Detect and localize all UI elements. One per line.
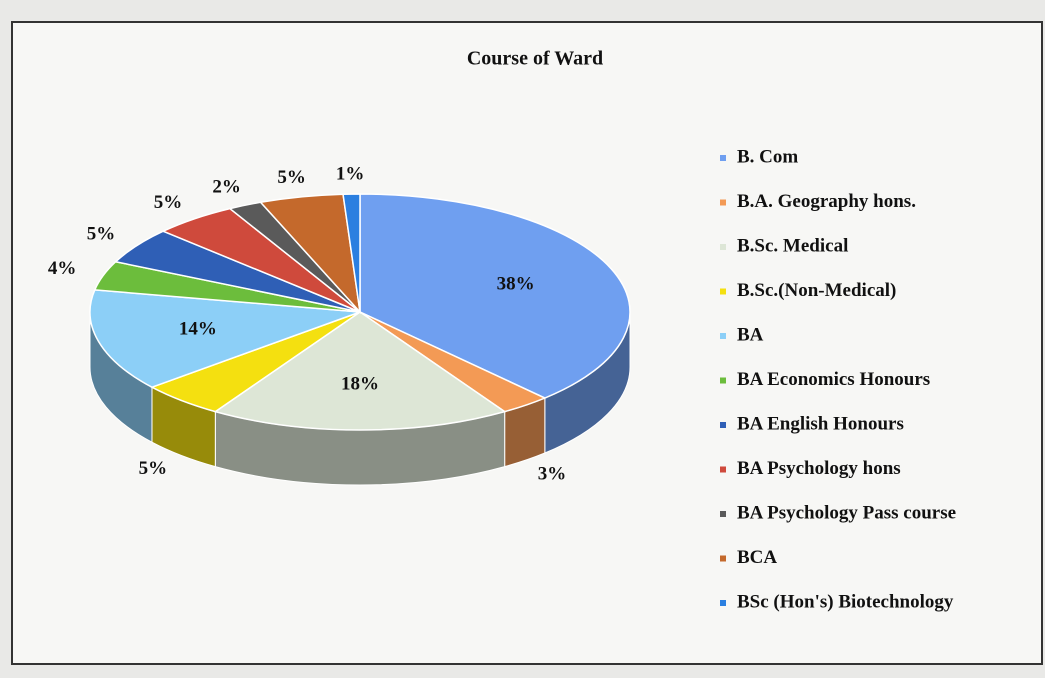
- legend-label: BA Psychology hons: [737, 458, 901, 479]
- legend-swatch: [720, 244, 726, 250]
- data-label: 3%: [538, 464, 567, 485]
- legend-swatch: [720, 288, 726, 295]
- data-label: 1%: [336, 164, 365, 185]
- legend-swatch: [720, 600, 726, 606]
- data-label: 18%: [341, 374, 379, 395]
- legend-swatch: [720, 511, 726, 517]
- pie-slice: [359, 193, 631, 399]
- legend-label: B.Sc.(Non-Medical): [737, 280, 896, 301]
- data-label: 4%: [48, 258, 77, 279]
- data-label: 14%: [179, 319, 217, 340]
- data-label: 5%: [154, 192, 183, 213]
- legend-label: BA Psychology Pass course: [737, 502, 956, 523]
- pie-slice: [89, 289, 361, 389]
- legend-label: BCA: [737, 547, 777, 568]
- legend-label: BSc (Hon's) Biotechnology: [737, 591, 954, 612]
- data-label: 5%: [139, 458, 168, 479]
- data-label: 38%: [497, 273, 535, 294]
- legend-swatch: [720, 466, 726, 473]
- legend-label: BA Economics Honours: [737, 369, 930, 390]
- data-label: 5%: [87, 223, 116, 244]
- legend-swatch: [720, 377, 726, 384]
- legend-swatch: [720, 422, 726, 428]
- legend-label: BA English Honours: [737, 413, 904, 434]
- legend-label: B.Sc. Medical: [737, 235, 848, 256]
- chart-title: Course of Ward: [467, 48, 603, 70]
- pie-slice: [342, 193, 361, 313]
- legend-swatch: [720, 155, 726, 161]
- legend-label: BA: [737, 324, 764, 345]
- legend-label: B.A. Geography hons.: [737, 191, 916, 212]
- legend-swatch: [720, 199, 726, 206]
- legend-swatch: [720, 555, 726, 562]
- legend-swatch: [720, 333, 726, 339]
- pie-slice: [213, 311, 507, 431]
- data-label: 2%: [212, 177, 241, 198]
- data-label: 5%: [277, 167, 306, 188]
- legend-label: B. Com: [737, 146, 798, 167]
